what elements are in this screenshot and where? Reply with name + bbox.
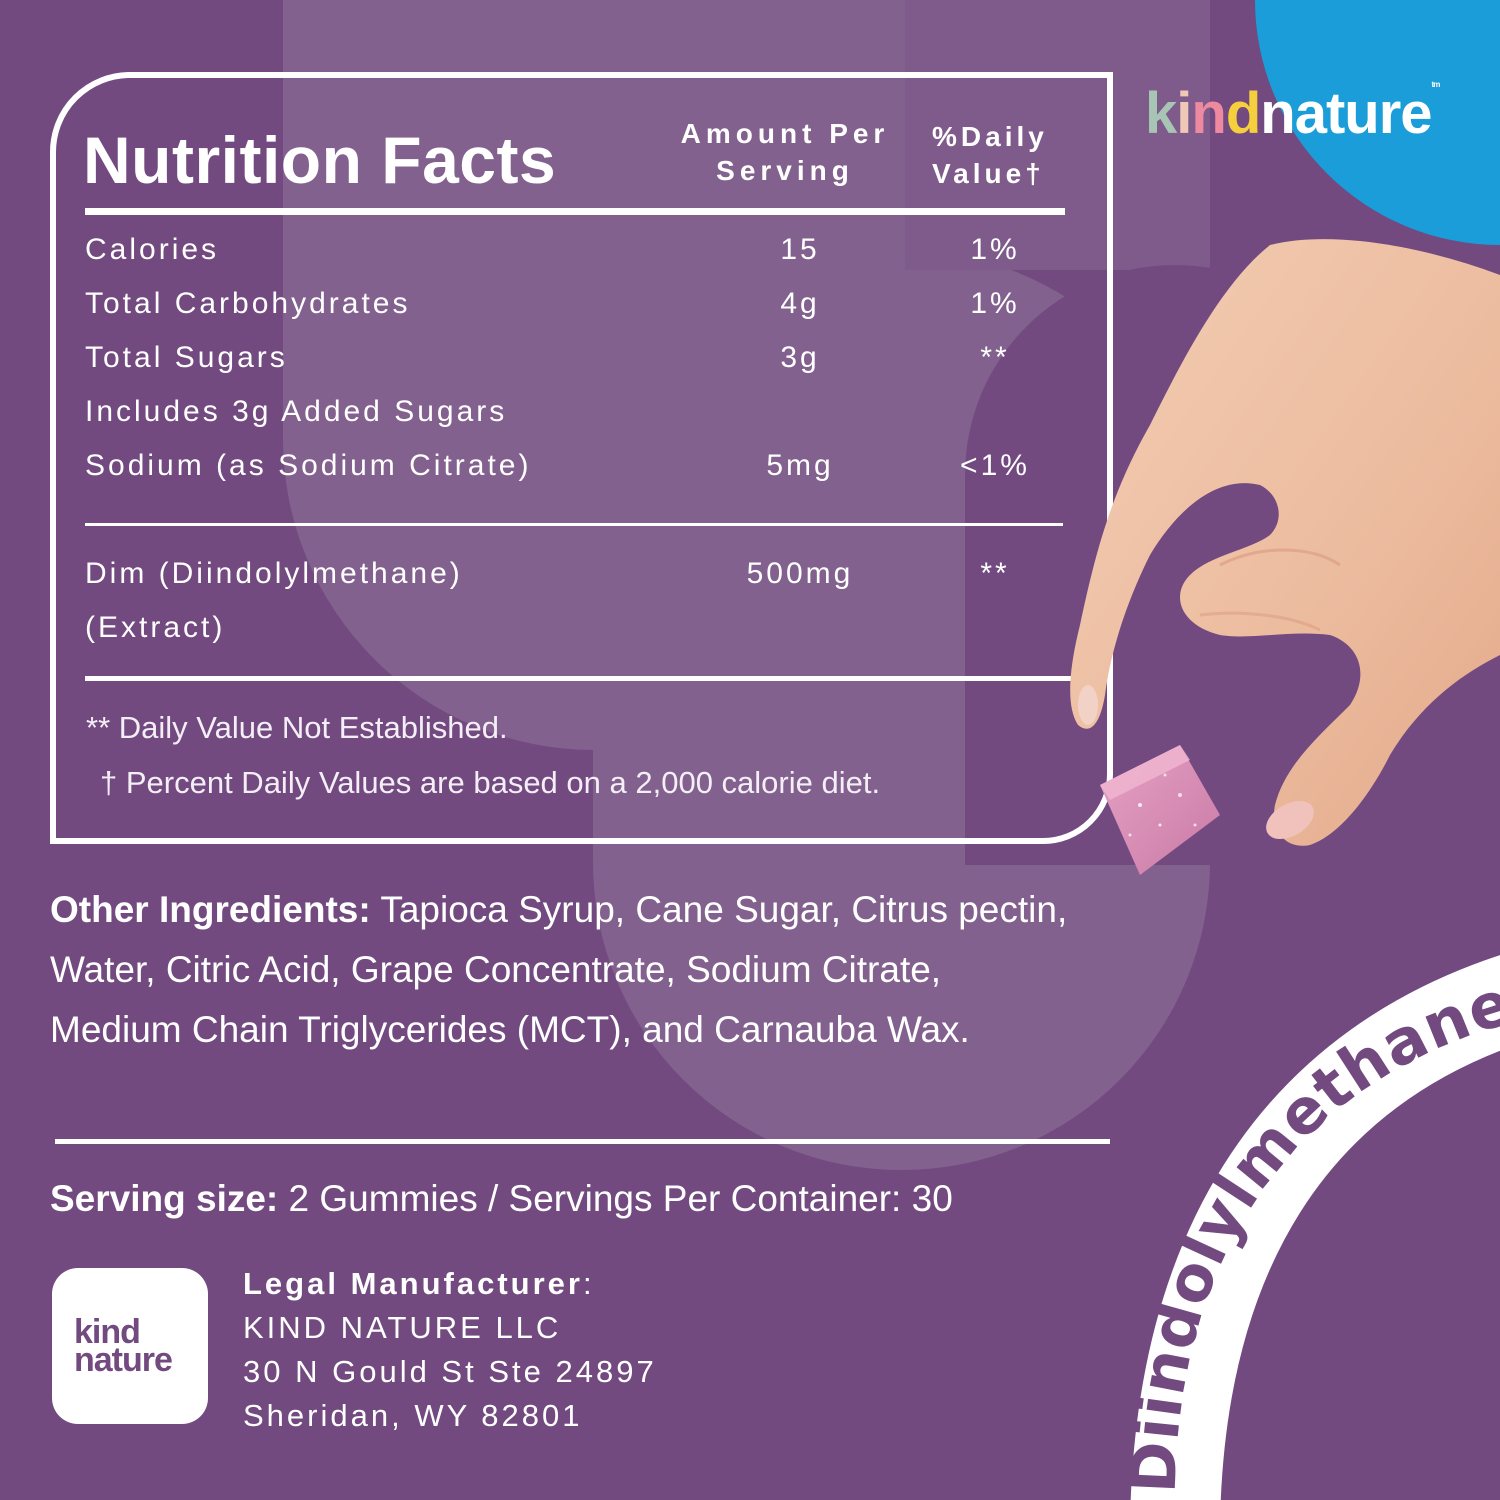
active-ingredient-label: Dim (Diindolylmethane)	[85, 557, 463, 590]
nutrient-label: Total Carbohydrates	[85, 287, 411, 320]
logo-tile-line2: nature	[74, 1341, 173, 1379]
divider	[55, 1139, 1110, 1144]
manufacturer-address-line1: 30 N Gould St Ste 24897	[243, 1354, 657, 1389]
active-ingredient-row-dim-line2: (Extract)	[85, 611, 1085, 651]
nutrient-row-sugars: Total Sugars 3g **	[85, 341, 1085, 381]
nutrient-label: Total Sugars	[85, 341, 288, 374]
ingredients-label: Other Ingredients:	[50, 889, 371, 930]
nutrient-amount: 4g	[780, 287, 820, 320]
footnote-percent-daily: † Percent Daily Values are based on a 2,…	[100, 765, 881, 800]
svg-text:Diindolylmethane: Diindolylmethane	[1117, 965, 1500, 1494]
logo-letter-d: d	[1225, 81, 1261, 146]
nutrient-amount: 5mg	[766, 449, 834, 482]
column-header-dv-line1: %Daily	[932, 121, 1048, 152]
serving-label: Serving size:	[50, 1178, 279, 1219]
manufacturer-colon: :	[582, 1266, 595, 1301]
manufacturer-info: Legal Manufacturer: KIND NATURE LLC 30 N…	[243, 1262, 657, 1438]
manufacturer-name: KIND NATURE LLC	[243, 1310, 562, 1345]
active-ingredient-row-dim: Dim (Diindolylmethane) 500mg **	[85, 557, 1085, 597]
serving-text: 2 Gummies / Servings Per Container: 30	[278, 1178, 953, 1219]
divider	[85, 676, 1075, 681]
manufacturer-heading: Legal Manufacturer	[243, 1266, 583, 1301]
divider	[85, 523, 1063, 526]
nutrient-dv: 1%	[970, 287, 1020, 320]
column-header-daily-value: %Daily Value†	[920, 118, 1092, 192]
logo-word-nature: nature	[1260, 81, 1432, 146]
active-ingredient-amount: 500mg	[746, 557, 854, 590]
nutrition-facts-title: Nutrition Facts	[83, 123, 557, 197]
band-text: Diindolylmethane	[1117, 965, 1500, 1494]
column-header-amount-line1: Amount Per	[680, 118, 890, 149]
hand-holding-gummy-image	[1070, 239, 1500, 875]
other-ingredients: Other Ingredients: Tapioca Syrup, Cane S…	[50, 880, 1070, 1060]
nutrient-dv: 1%	[970, 233, 1020, 266]
logo-tile-line1: kind	[74, 1313, 141, 1351]
column-header-amount-line2: Serving	[716, 155, 854, 186]
trademark: tm	[1431, 80, 1441, 89]
nutrition-facts-panel	[50, 72, 1113, 844]
active-ingredient-label-line2: (Extract)	[85, 611, 226, 644]
column-header-dv-line2: Value†	[932, 158, 1045, 189]
manufacturer-address-line2: Sheridan, WY 82801	[243, 1398, 583, 1433]
brand-logo: kindnaturetm	[1145, 80, 1441, 147]
nutrient-label: Calories	[85, 233, 220, 266]
hand-shape	[1070, 239, 1500, 846]
logo-letter-n: n	[1191, 81, 1226, 146]
nutrient-dv: **	[980, 341, 1010, 374]
logo-letter-i: i	[1176, 81, 1192, 146]
nutrient-dv: <1%	[960, 449, 1030, 482]
nutrient-label: Sodium (as Sodium Citrate)	[85, 449, 532, 482]
nutrient-amount: 3g	[780, 341, 820, 374]
nutrient-row-carbohydrates: Total Carbohydrates 4g 1%	[85, 287, 1085, 327]
nutrient-row-sodium: Sodium (as Sodium Citrate) 5mg <1%	[85, 449, 1085, 489]
gummy-cube	[1100, 745, 1220, 875]
column-header-amount: Amount Per Serving	[660, 115, 910, 189]
nutrient-row-calories: Calories 15 1%	[85, 233, 1085, 273]
nutrient-label: Includes 3g Added Sugars	[85, 395, 508, 428]
active-ingredient-dv: **	[980, 557, 1010, 590]
serving-size: Serving size: 2 Gummies / Servings Per C…	[50, 1178, 953, 1220]
logo-letter-k: k	[1145, 81, 1177, 146]
divider	[85, 208, 1065, 215]
footnote-daily-value: ** Daily Value Not Established.	[86, 710, 508, 745]
brand-logo-tile: kind nature	[52, 1268, 208, 1424]
nutrient-row-added-sugars: Includes 3g Added Sugars	[85, 395, 1085, 435]
ingredients-text: Tapioca Syrup, Cane Sugar, Citrus pectin…	[50, 889, 1068, 1050]
nutrient-amount: 15	[780, 233, 820, 266]
